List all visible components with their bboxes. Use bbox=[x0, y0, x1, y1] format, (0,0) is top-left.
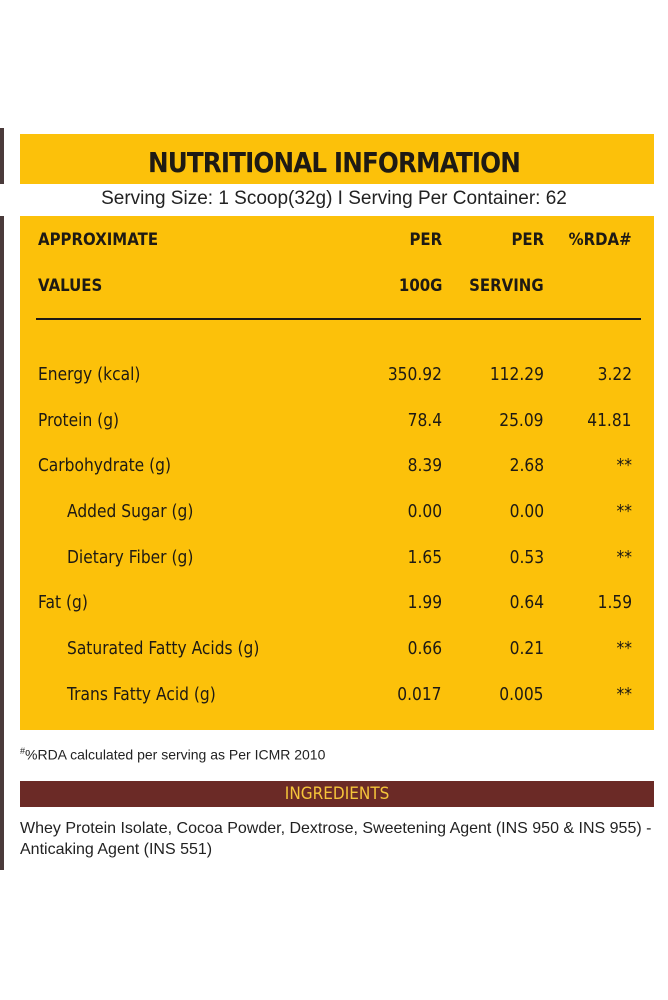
table-row: Fat (g) 1.99 0.64 1.59 bbox=[0, 592, 668, 622]
row-per-serving: 0.00 bbox=[509, 501, 544, 522]
left-edge-border bbox=[0, 128, 4, 870]
table-row: Trans Fatty Acid (g) 0.017 0.005 ** bbox=[0, 684, 668, 714]
table-row: Carbohydrate (g) 8.39 2.68 ** bbox=[0, 455, 668, 485]
row-rda: ** bbox=[616, 684, 632, 705]
row-rda: 41.81 bbox=[587, 410, 632, 431]
row-label: Added Sugar (g) bbox=[67, 501, 194, 522]
row-per-100g: 1.65 bbox=[407, 547, 442, 568]
ingredients-header: INGREDIENTS bbox=[20, 781, 654, 807]
ingredients-list: Whey Protein Isolate, Cocoa Powder, Dext… bbox=[20, 818, 660, 860]
row-per-100g: 8.39 bbox=[407, 455, 442, 476]
table-row: Added Sugar (g) 0.00 0.00 ** bbox=[0, 501, 668, 531]
table-row: Energy (kcal) 350.92 112.29 3.22 bbox=[0, 364, 668, 394]
row-per-serving: 25.09 bbox=[499, 410, 544, 431]
row-rda: ** bbox=[616, 638, 632, 659]
row-per-serving: 0.005 bbox=[499, 684, 544, 705]
header-per-100g-line2: 100G bbox=[398, 276, 442, 296]
header-per-serving-line1: PER bbox=[511, 230, 544, 250]
row-label: Energy (kcal) bbox=[38, 364, 141, 385]
row-rda: ** bbox=[616, 455, 632, 476]
row-per-100g: 0.017 bbox=[397, 684, 442, 705]
header-values: VALUES bbox=[38, 276, 103, 296]
header-rda: %RDA# bbox=[568, 230, 632, 250]
row-label: Protein (g) bbox=[38, 410, 120, 431]
row-per-serving: 2.68 bbox=[509, 455, 544, 476]
header-per-100g-line1: PER bbox=[409, 230, 442, 250]
row-per-100g: 78.4 bbox=[407, 410, 442, 431]
row-rda: ** bbox=[616, 501, 632, 522]
header-divider bbox=[36, 318, 641, 320]
header-per-serving-line2: SERVING bbox=[469, 276, 544, 296]
ingredients-line-2: Anticaking Agent (INS 551) bbox=[20, 841, 213, 858]
table-row: Saturated Fatty Acids (g) 0.66 0.21 ** bbox=[0, 638, 668, 668]
row-rda: ** bbox=[616, 547, 632, 568]
row-per-100g: 1.99 bbox=[407, 592, 442, 613]
row-label: Carbohydrate (g) bbox=[38, 455, 172, 476]
table-row: Dietary Fiber (g) 1.65 0.53 ** bbox=[0, 547, 668, 577]
row-rda: 3.22 bbox=[597, 364, 632, 385]
ingredients-title: INGREDIENTS bbox=[284, 784, 390, 804]
rda-footnote: #%RDA calculated per serving as Per ICMR… bbox=[20, 746, 325, 763]
nutrition-panel bbox=[20, 134, 654, 730]
ingredients-line-1: Whey Protein Isolate, Cocoa Powder, Dext… bbox=[20, 820, 652, 837]
row-per-100g: 350.92 bbox=[387, 364, 442, 385]
row-per-serving: 0.53 bbox=[509, 547, 544, 568]
header-approximate: APPROXIMATE bbox=[38, 230, 159, 250]
row-per-100g: 0.66 bbox=[407, 638, 442, 659]
row-label: Fat (g) bbox=[38, 592, 88, 613]
row-per-serving: 112.29 bbox=[489, 364, 544, 385]
table-row: Protein (g) 78.4 25.09 41.81 bbox=[0, 410, 668, 440]
row-label: Dietary Fiber (g) bbox=[67, 547, 194, 568]
row-label: Trans Fatty Acid (g) bbox=[67, 684, 216, 705]
nutrition-title: NUTRITIONAL INFORMATION bbox=[148, 146, 521, 179]
footnote-mark: # bbox=[20, 746, 26, 756]
row-per-100g: 0.00 bbox=[407, 501, 442, 522]
row-per-serving: 0.64 bbox=[509, 592, 544, 613]
row-rda: 1.59 bbox=[597, 592, 632, 613]
footnote-text: %RDA calculated per serving as Per ICMR … bbox=[25, 746, 326, 763]
row-per-serving: 0.21 bbox=[509, 638, 544, 659]
row-label: Saturated Fatty Acids (g) bbox=[67, 638, 260, 659]
serving-info: Serving Size: 1 Scoop(32g) I Serving Per… bbox=[0, 184, 668, 216]
